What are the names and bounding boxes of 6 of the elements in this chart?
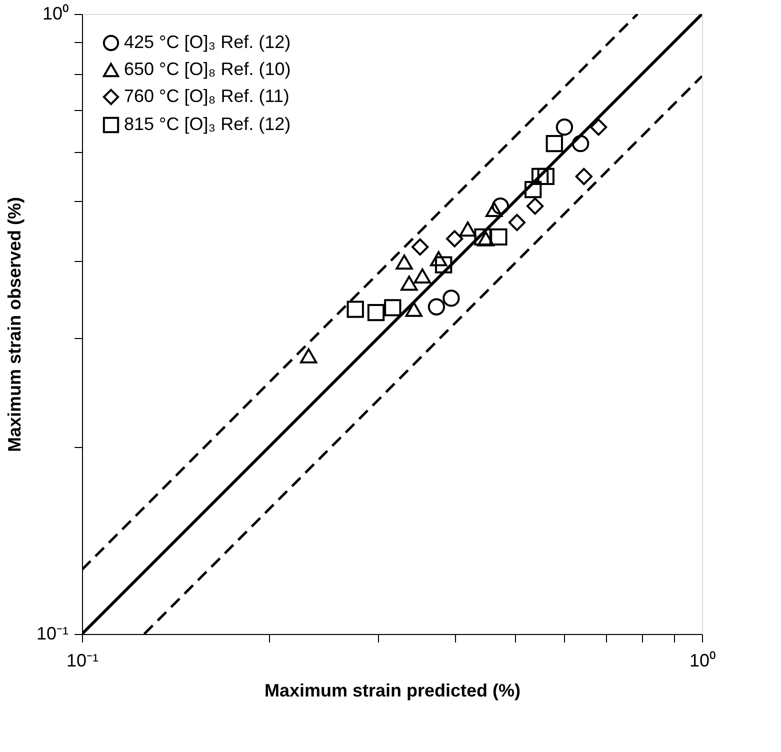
legend-label: 815 °C [O]₃ Ref. (12) (124, 114, 291, 134)
legend-label: 760 °C [O]₈ Ref. (11) (124, 86, 290, 106)
legend-label: 650 °C [O]₈ Ref. (10) (124, 59, 291, 79)
x-axis-title: Maximum strain predicted (%) (264, 680, 521, 700)
y-axis-title: Maximum strain observed (%) (4, 196, 24, 452)
legend-label: 425 °C [O]₃ Ref. (12) (124, 32, 291, 52)
